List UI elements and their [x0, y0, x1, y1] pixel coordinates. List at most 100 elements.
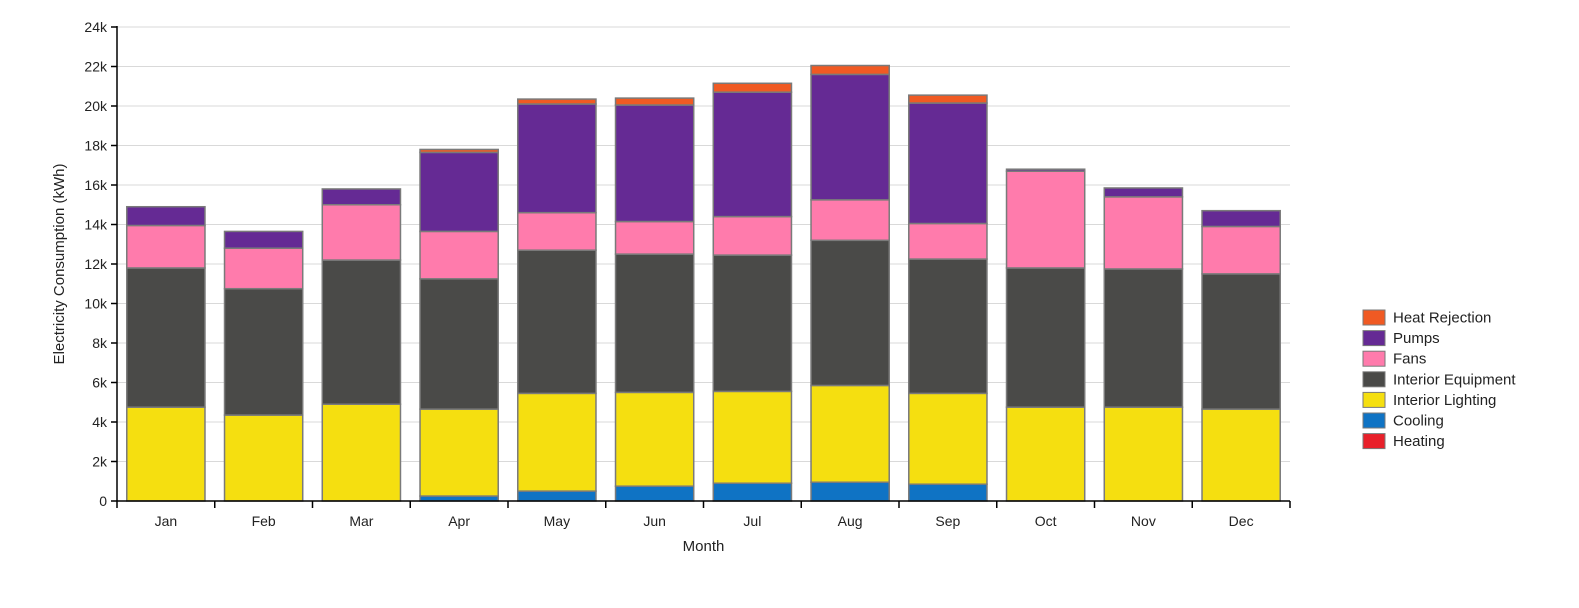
bar-segment-interior-equipment	[419, 278, 499, 410]
legend-label: Interior Equipment	[1393, 371, 1516, 388]
bar-segment-heat-rejection	[419, 148, 499, 154]
bar-segment-fans	[419, 230, 499, 280]
bars	[126, 64, 1281, 502]
bar-segment-cooling	[810, 481, 890, 502]
bar-segment-fans	[1005, 170, 1086, 269]
legend-swatch	[1362, 309, 1386, 326]
bar-segment-interior-lighting	[223, 414, 304, 502]
legend-item-heating: Heating	[1362, 433, 1445, 450]
bar-stack-may	[517, 98, 597, 502]
bar-segment-fans	[126, 224, 206, 269]
x-tick-label: Jan	[155, 513, 178, 529]
bar-segment-interior-equipment	[810, 239, 890, 387]
bar-segment-pumps	[126, 205, 206, 227]
x-tick-label: Jul	[743, 513, 761, 529]
legend-item-interior-equipment: Interior Equipment	[1362, 371, 1516, 388]
legend-swatch	[1362, 350, 1386, 367]
y-tick-label: 24k	[84, 19, 108, 35]
bar-segment-interior-equipment	[1201, 273, 1281, 410]
y-tick-label: 16k	[84, 177, 108, 193]
y-tick-label: 10k	[84, 296, 108, 312]
y-tick-label: 0	[99, 493, 107, 509]
bar-segment-interior-equipment	[321, 259, 402, 405]
x-tick-label: Oct	[1035, 513, 1057, 529]
bar-segment-interior-lighting	[126, 406, 206, 502]
x-tick-label: Feb	[252, 513, 276, 529]
legend-label: Heating	[1393, 433, 1445, 450]
bar-segment-interior-lighting	[321, 403, 402, 502]
bar-segment-interior-lighting	[419, 408, 499, 497]
bar-stack-aug	[810, 64, 890, 502]
legend-swatch	[1362, 412, 1386, 429]
legend-item-heat-rejection: Heat Rejection	[1362, 309, 1491, 327]
bar-segment-interior-equipment	[908, 258, 988, 395]
bar-stack-nov	[1103, 187, 1184, 502]
bar-segment-interior-lighting	[810, 384, 890, 483]
legend-swatch	[1362, 433, 1386, 450]
bar-segment-interior-equipment	[1005, 267, 1086, 408]
bar-segment-pumps	[517, 103, 597, 214]
y-tick-label: 8k	[92, 335, 108, 351]
y-tick-label: 22k	[84, 59, 108, 75]
legend-label: Interior Lighting	[1393, 392, 1496, 409]
legend: Heat Rejection Pumps Fans Interior Equipmen…	[1362, 309, 1516, 450]
x-tick-label: May	[544, 513, 570, 529]
y-axis-title: Electricity Consumption (kWh)	[51, 164, 68, 365]
legend-label: Pumps	[1393, 330, 1440, 347]
bar-segment-cooling	[517, 490, 597, 502]
bar-segment-heat-rejection	[712, 82, 793, 93]
y-tick-label: 18k	[84, 138, 108, 154]
bar-segment-interior-lighting	[517, 392, 597, 492]
bar-segment-pumps	[419, 151, 499, 233]
x-tick-label: Dec	[1229, 513, 1254, 529]
bar-segment-interior-lighting	[1201, 408, 1281, 502]
x-axis-title: Month	[683, 538, 725, 555]
bar-segment-interior-equipment	[1103, 268, 1184, 408]
y-tick-label: 14k	[84, 217, 108, 233]
bar-segment-pumps	[614, 104, 695, 223]
bar-stack-jun	[614, 97, 695, 502]
bar-segment-interior-lighting	[712, 390, 793, 484]
bar-stack-mar	[321, 188, 402, 502]
bar-segment-interior-lighting	[1103, 406, 1184, 502]
bar-segment-heat-rejection	[614, 97, 695, 106]
x-tick-label: Nov	[1131, 513, 1156, 529]
bar-segment-heat-rejection	[810, 64, 890, 76]
legend-item-cooling: Cooling	[1362, 412, 1444, 430]
legend-swatch	[1362, 391, 1386, 408]
y-tick-label: 6k	[92, 375, 108, 391]
bar-segment-interior-lighting	[908, 392, 988, 485]
x-tick-label: Apr	[448, 513, 470, 529]
bar-segment-pumps	[810, 73, 890, 201]
bar-segment-fans	[908, 222, 988, 260]
bar-segment-fans	[614, 220, 695, 255]
x-tick-label: Sep	[935, 513, 960, 529]
x-tick-label: Jun	[643, 513, 666, 529]
y-axis-ticks: 0 2k 4k 6k 8k 10k 12k 14k 16k 18k 20k 22k 24k	[84, 19, 117, 509]
x-tick-label: Aug	[838, 513, 863, 529]
legend-label: Fans	[1393, 351, 1426, 368]
y-tick-label: 4k	[92, 414, 108, 430]
bar-segment-fans	[1201, 225, 1281, 275]
bar-segment-interior-equipment	[126, 267, 206, 408]
bar-segment-cooling	[712, 482, 793, 502]
bar-stack-feb	[223, 230, 304, 502]
bar-segment-pumps	[1103, 187, 1184, 198]
bar-segment-heat-rejection	[517, 98, 597, 105]
x-tick-label: Mar	[349, 513, 373, 529]
bar-segment-pumps	[223, 230, 304, 249]
gridlines	[117, 26, 1290, 462]
y-tick-label: 20k	[84, 98, 108, 114]
bar-segment-interior-lighting	[1005, 406, 1086, 502]
bar-segment-interior-equipment	[223, 287, 304, 416]
bar-segment-pumps	[908, 102, 988, 225]
bar-stack-apr	[419, 148, 499, 502]
y-tick-label: 12k	[84, 256, 108, 272]
bar-segment-pumps	[321, 188, 402, 206]
legend-swatch	[1362, 330, 1386, 347]
bar-segment-fans	[517, 211, 597, 251]
bar-segment-heat-rejection	[908, 94, 988, 104]
legend-item-fans: Fans	[1362, 350, 1426, 368]
bar-segment-pumps	[712, 91, 793, 218]
